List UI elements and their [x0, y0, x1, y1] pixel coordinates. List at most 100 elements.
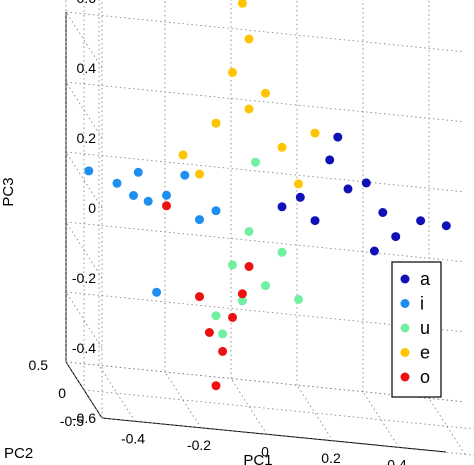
- z-gridline: [65, 291, 463, 332]
- data-point-a: [295, 192, 305, 202]
- data-points: [84, 0, 451, 391]
- y-axis-label: PC2: [4, 445, 33, 462]
- data-point-i: [112, 178, 122, 188]
- legend-label-e: e: [420, 343, 430, 363]
- y-gridline-floor: [83, 389, 474, 430]
- x-tick-label: 0.6: [453, 463, 473, 465]
- z-tick-label: -0.6: [72, 410, 96, 426]
- data-point-o: [218, 346, 228, 356]
- data-point-o: [195, 292, 204, 302]
- z-axis-label: PC3: [0, 177, 17, 206]
- legend-label-o: o: [420, 367, 430, 387]
- legend-marker-o: [400, 372, 410, 382]
- x-gridline-floor: [428, 398, 466, 455]
- z-tick-label: 0.6: [77, 0, 97, 6]
- y-gridline-floor: [65, 361, 463, 402]
- data-point-o: [237, 289, 247, 299]
- x-gridline-floor: [296, 384, 334, 442]
- grid: [65, 0, 474, 456]
- data-point-e: [244, 34, 254, 44]
- data-point-a: [277, 202, 287, 212]
- data-point-u: [211, 311, 221, 321]
- y-tick-label: 0.5: [29, 357, 49, 373]
- y-gridline-floor: [101, 417, 474, 456]
- legend-label-a: a: [420, 269, 431, 289]
- data-point-e: [244, 104, 254, 114]
- data-point-e: [195, 169, 204, 179]
- x-gridline-floor: [164, 371, 202, 429]
- data-point-e: [277, 142, 287, 152]
- data-point-a: [416, 216, 426, 226]
- data-point-i: [133, 167, 143, 177]
- z-gridline-side: [65, 221, 103, 279]
- x-axis-label: PC1: [243, 452, 272, 465]
- data-point-e: [237, 0, 247, 8]
- data-point-e: [228, 67, 237, 77]
- data-point-i: [152, 287, 162, 297]
- axes-box: [65, 12, 447, 453]
- data-point-u: [218, 329, 228, 339]
- data-point-o: [162, 201, 171, 211]
- data-point-a: [343, 184, 353, 194]
- data-point-i: [84, 166, 94, 176]
- data-point-e: [178, 150, 188, 160]
- x-tick-label: 0: [261, 444, 269, 460]
- data-point-a: [310, 216, 320, 226]
- data-point-a: [333, 132, 343, 142]
- data-point-u: [277, 247, 287, 257]
- data-point-i: [162, 190, 171, 200]
- z-gridline: [65, 81, 463, 122]
- tick-labels: -0.6 -0.4 -0.2 0 0.2 0.4 0.6 -0.4 -0.2 0 0.2 0.4 0.6…: [29, 0, 473, 465]
- x-tick-label: -0.4: [121, 430, 145, 446]
- data-point-u: [237, 296, 247, 306]
- legend-marker-e: [400, 348, 410, 357]
- data-point-a: [441, 221, 451, 231]
- data-point-i: [180, 170, 190, 180]
- data-point-a: [378, 208, 388, 217]
- data-point-i: [143, 196, 153, 206]
- data-point-i: [195, 215, 204, 225]
- x-gridline-floor: [230, 378, 268, 435]
- data-point-o: [228, 312, 237, 322]
- data-point-a: [369, 246, 379, 256]
- data-point-u: [251, 157, 261, 167]
- z-gridline-side: [65, 291, 103, 349]
- legend-marker-i: [400, 299, 410, 308]
- x-tick-label: 0.4: [387, 457, 407, 465]
- data-point-u: [261, 281, 270, 291]
- x-tick-label: 0.2: [321, 450, 341, 465]
- data-point-o: [244, 262, 254, 271]
- data-point-e: [261, 88, 270, 98]
- data-point-i: [129, 191, 138, 200]
- z-gridline-side: [65, 361, 103, 419]
- legend-box: [391, 261, 442, 398]
- legend-marker-a: [400, 274, 410, 284]
- z-tick-label: -0.4: [72, 340, 96, 356]
- z-gridline-side: [65, 81, 103, 139]
- data-point-o: [211, 381, 221, 391]
- data-point-o: [204, 328, 214, 337]
- z-gridline-side: [65, 151, 103, 209]
- data-point-e: [310, 128, 320, 138]
- y-tick-label: 0: [58, 385, 66, 401]
- z-tick-label: 0.2: [77, 130, 97, 146]
- x-gridline-floor: [98, 365, 136, 422]
- z-tick-label: 0.4: [77, 60, 97, 76]
- legend-label-i: i: [420, 294, 424, 314]
- z-gridline-side: [65, 11, 103, 69]
- legend-marker-u: [400, 323, 410, 333]
- data-point-a: [325, 155, 335, 165]
- z-tick-label: 0: [88, 200, 96, 216]
- legend-label-u: u: [420, 318, 430, 338]
- y-tick-label: -0.5: [60, 413, 84, 429]
- x-tick-label: -0.2: [187, 437, 211, 453]
- data-point-a: [361, 178, 371, 188]
- data-point-u: [244, 227, 254, 236]
- data-point-e: [294, 179, 303, 189]
- z-gridline: [65, 151, 463, 192]
- z-gridline: [65, 221, 463, 262]
- x-gridline-floor: [362, 391, 400, 448]
- data-point-u: [228, 260, 237, 270]
